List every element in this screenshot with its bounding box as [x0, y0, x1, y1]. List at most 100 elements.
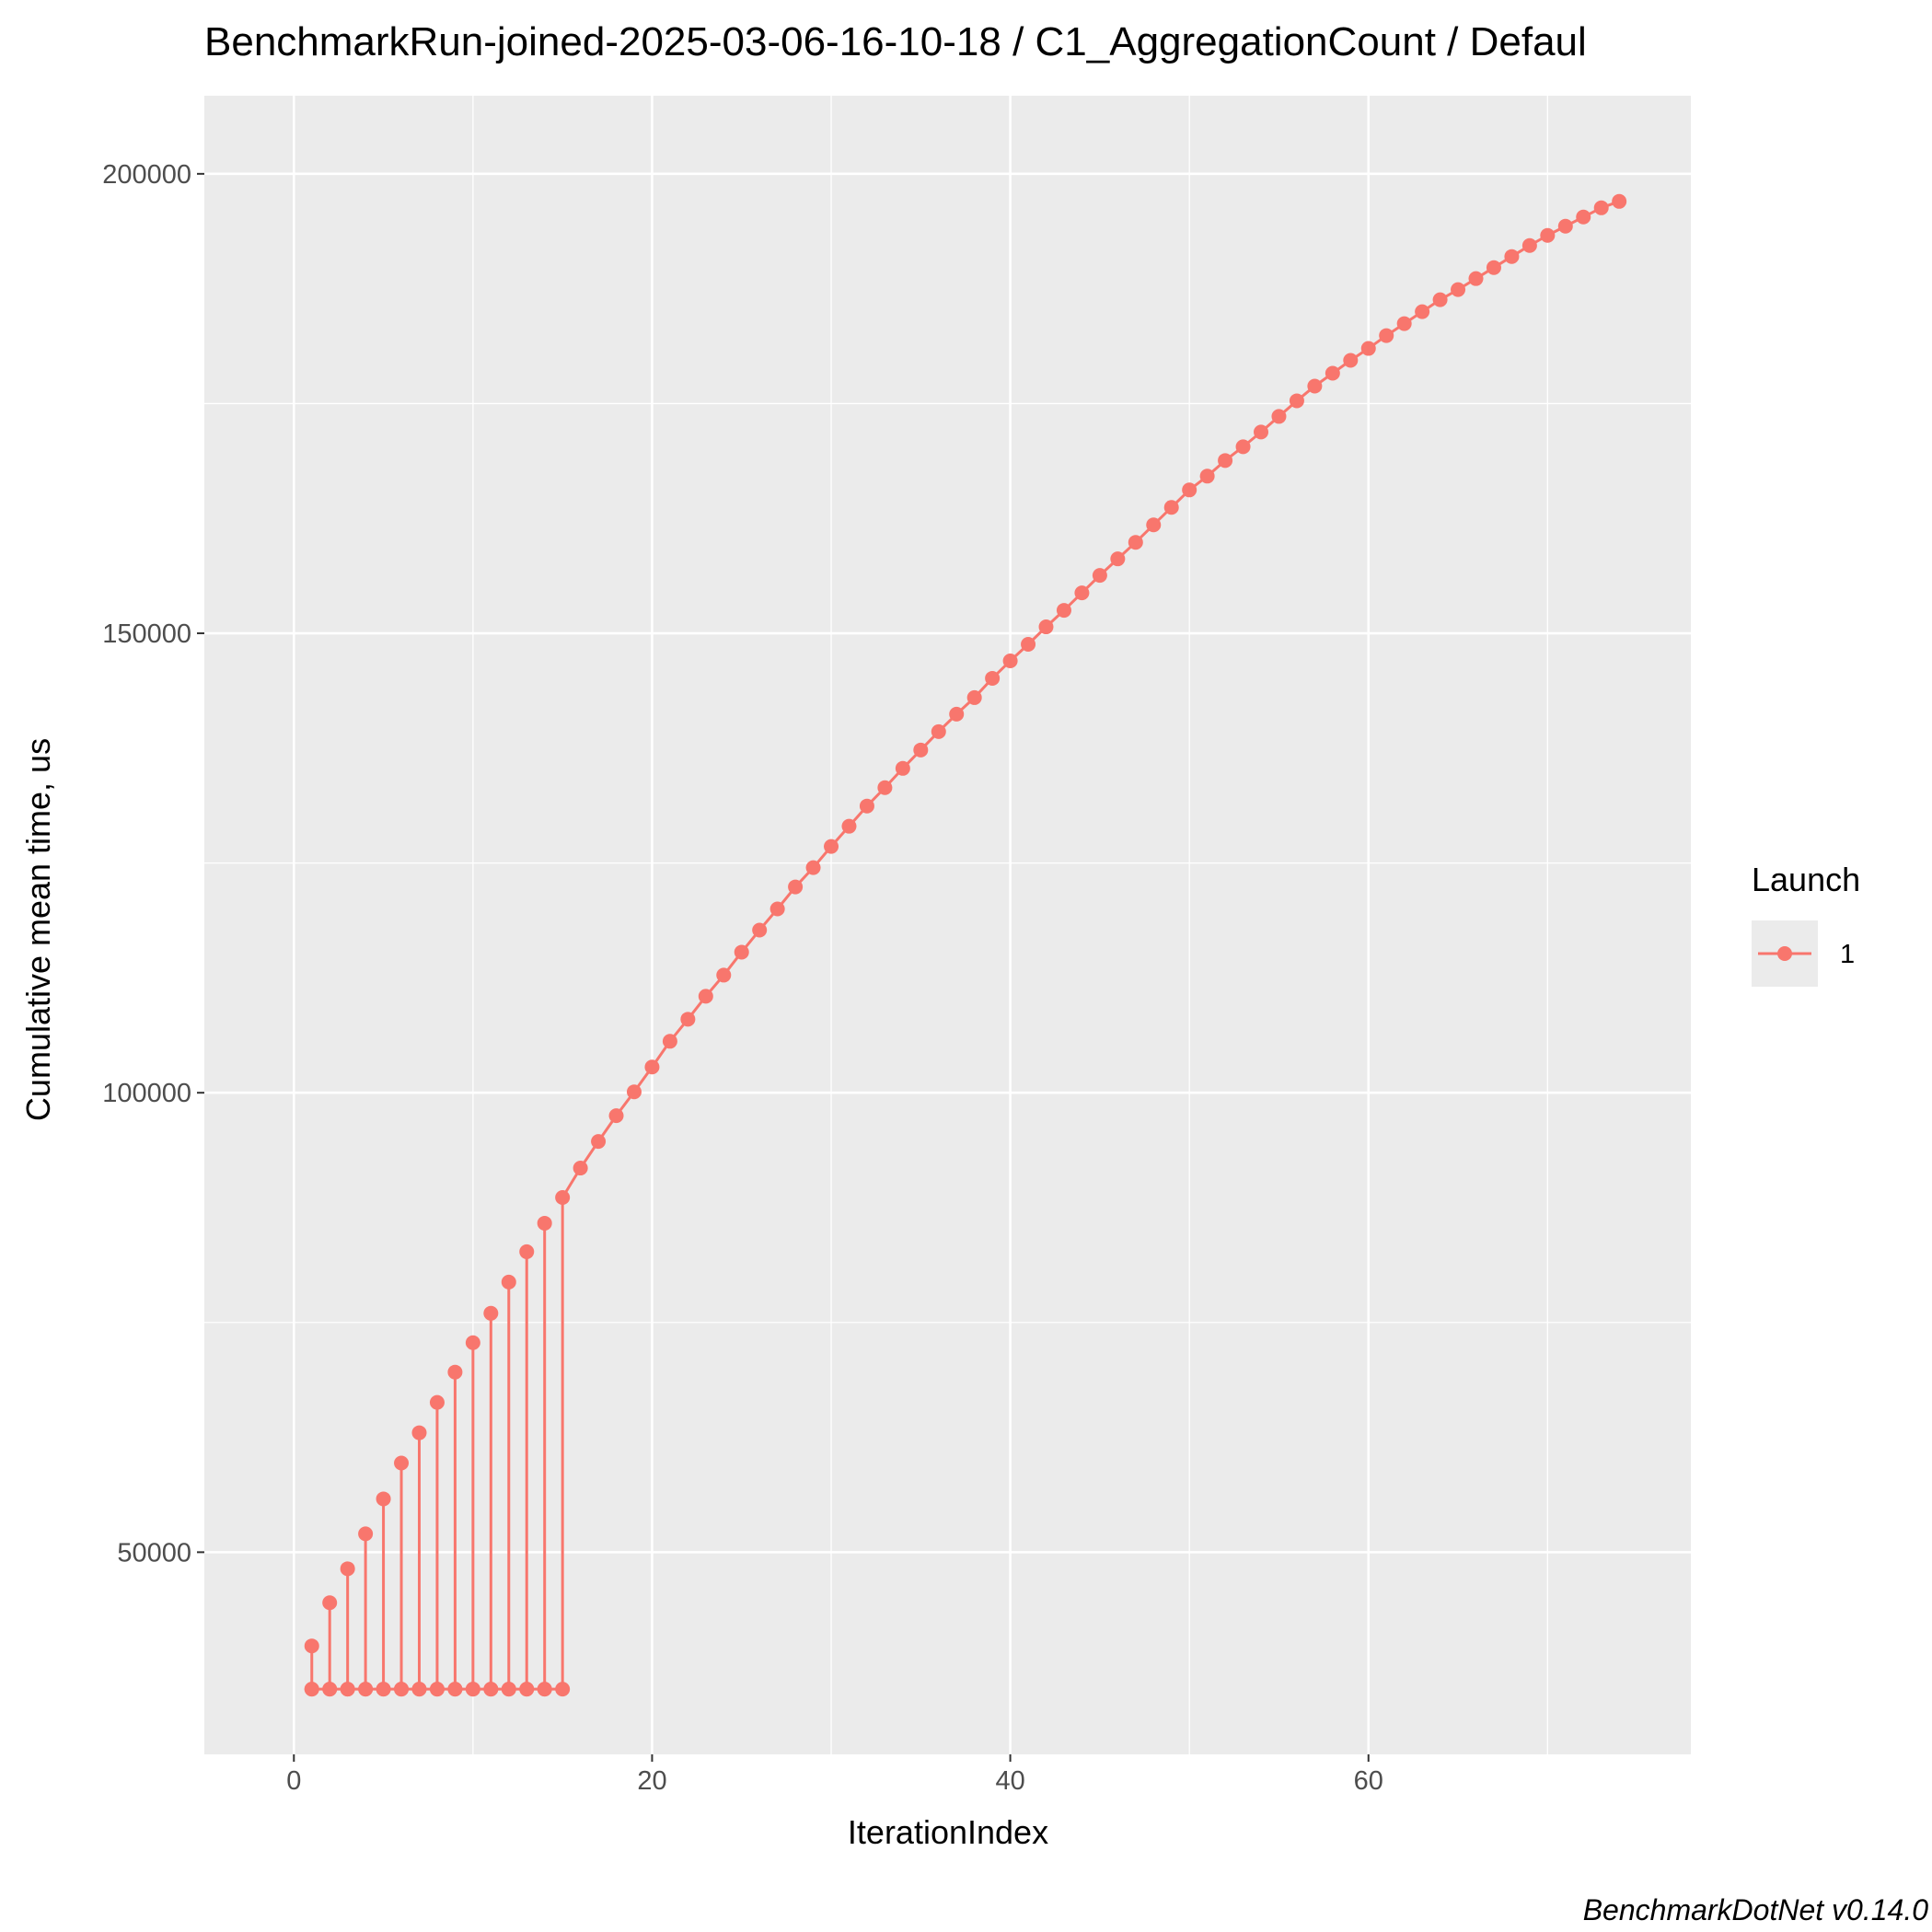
caption: BenchmarkDotNet v0.14.0 — [1583, 1893, 1929, 1926]
data-point — [501, 1682, 516, 1697]
data-point — [626, 1084, 642, 1100]
data-point — [1451, 282, 1466, 297]
data-point — [662, 1034, 677, 1049]
data-point — [1235, 439, 1251, 455]
series-layer — [304, 193, 1627, 1697]
y-tick-label: 100000 — [102, 1079, 191, 1108]
data-point — [1289, 393, 1304, 409]
grid-minor — [204, 96, 1691, 1754]
data-point — [1110, 551, 1126, 567]
data-point — [304, 1682, 319, 1697]
x-tick-label: 60 — [1354, 1766, 1383, 1796]
data-point — [1612, 193, 1627, 209]
data-point — [465, 1682, 480, 1697]
data-point — [1576, 209, 1591, 225]
y-axis: 50000 100000 150000 200000 — [102, 160, 204, 1568]
data-point — [1021, 637, 1036, 653]
data-point — [913, 742, 929, 758]
data-point — [501, 1274, 516, 1290]
data-point — [429, 1682, 445, 1697]
x-axis: 0 20 40 60 — [286, 1754, 1383, 1796]
data-point — [322, 1595, 338, 1611]
data-point — [358, 1526, 374, 1542]
data-point — [394, 1455, 410, 1471]
data-point — [573, 1161, 588, 1176]
data-point — [1074, 585, 1090, 601]
data-point — [555, 1682, 571, 1697]
x-tick-label: 0 — [286, 1766, 301, 1796]
data-point — [788, 879, 804, 895]
data-point — [411, 1425, 427, 1440]
data-point — [465, 1335, 480, 1350]
data-point — [519, 1682, 535, 1697]
data-point — [1182, 482, 1197, 498]
data-point — [429, 1394, 445, 1410]
data-point — [555, 1190, 571, 1206]
data-point — [519, 1244, 535, 1259]
data-point — [1038, 619, 1054, 635]
y-tick-label: 200000 — [102, 160, 191, 190]
data-point — [734, 944, 749, 960]
data-point — [1486, 260, 1501, 275]
data-point — [358, 1682, 374, 1697]
x-tick-label: 20 — [637, 1766, 666, 1796]
data-point — [716, 967, 732, 983]
data-point — [644, 1059, 660, 1075]
data-point — [966, 689, 982, 705]
data-point — [1163, 500, 1179, 515]
data-point — [537, 1215, 552, 1231]
data-point — [1325, 365, 1340, 381]
data-point — [376, 1682, 391, 1697]
data-point — [680, 1012, 696, 1027]
data-point — [304, 1638, 319, 1654]
data-point — [376, 1491, 391, 1507]
data-point — [1092, 568, 1107, 584]
data-point — [859, 798, 874, 814]
x-tick-label: 40 — [995, 1766, 1024, 1796]
legend-title: Launch — [1752, 861, 1860, 898]
data-point — [949, 706, 965, 722]
data-point — [322, 1682, 338, 1697]
data-point — [1379, 328, 1394, 343]
data-point — [394, 1682, 410, 1697]
data-point — [1557, 218, 1573, 234]
data-point — [1307, 378, 1323, 394]
data-point — [1199, 469, 1215, 484]
data-point — [1002, 653, 1018, 668]
legend-key-point — [1777, 946, 1792, 961]
data-point — [340, 1561, 355, 1577]
data-point — [447, 1682, 463, 1697]
data-point — [1056, 603, 1071, 619]
data-point — [805, 860, 821, 875]
data-point — [931, 723, 946, 739]
data-point — [591, 1134, 607, 1150]
data-point — [1540, 227, 1556, 243]
data-point — [1521, 237, 1537, 253]
x-axis-title: IterationIndex — [848, 1813, 1048, 1851]
data-point — [608, 1108, 624, 1124]
data-point — [698, 989, 713, 1004]
y-axis-title: Cumulative mean time, us — [19, 738, 57, 1121]
data-point — [537, 1682, 552, 1697]
y-tick-label: 50000 — [117, 1538, 191, 1568]
data-point — [841, 818, 857, 834]
data-point — [447, 1364, 463, 1380]
data-point — [1343, 353, 1359, 368]
grid-major — [204, 96, 1691, 1754]
data-point — [1432, 292, 1448, 307]
data-point — [1128, 535, 1143, 550]
data-point — [483, 1682, 499, 1697]
data-point — [1271, 409, 1287, 424]
data-point — [1504, 249, 1520, 264]
data-point — [1593, 200, 1609, 215]
data-point — [483, 1305, 499, 1321]
data-point — [1415, 304, 1430, 319]
plot-panel — [204, 96, 1691, 1754]
data-point — [1360, 341, 1376, 356]
y-tick-label: 150000 — [102, 619, 191, 649]
data-point — [895, 760, 910, 776]
data-point — [985, 670, 1001, 686]
chart-title: BenchmarkRun-joined-2025-03-06-16-10-18 … — [204, 19, 1587, 64]
data-point — [1146, 517, 1162, 533]
data-point — [340, 1682, 355, 1697]
